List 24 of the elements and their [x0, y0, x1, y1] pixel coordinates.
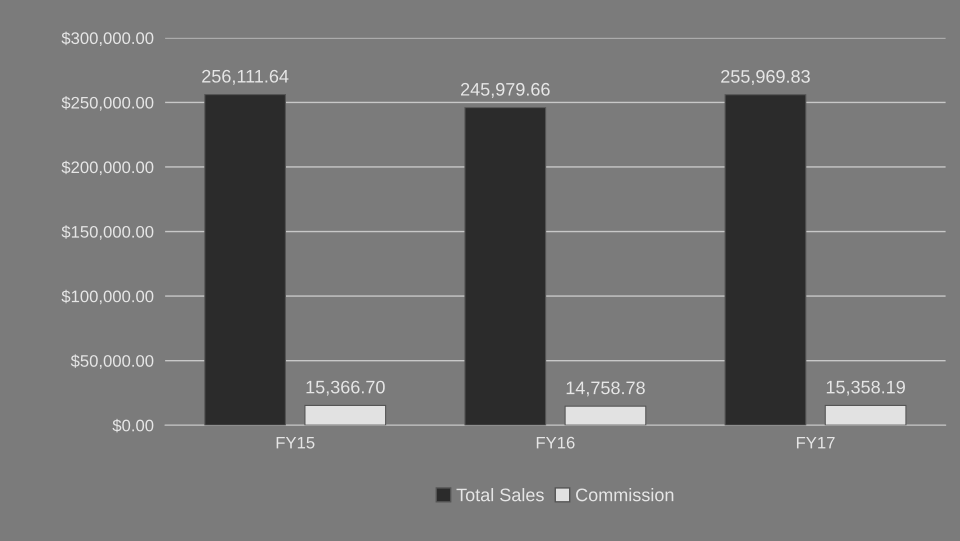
bar: [564, 406, 646, 426]
y-tick-label: $100,000.00: [62, 290, 154, 304]
bar: [724, 94, 806, 426]
y-tick-label: $200,000.00: [62, 160, 154, 176]
data-label: 245,979.66: [461, 82, 550, 98]
y-tick-label: $0.00: [112, 418, 154, 432]
data-label: 255,969.83: [721, 70, 810, 85]
y-tick-label: $300,000.00: [62, 32, 154, 46]
bar: [304, 404, 386, 426]
x-tick-label: FY15: [276, 436, 314, 449]
data-label: 256,111.64: [202, 70, 288, 85]
legend-label: Total Sales: [456, 488, 544, 502]
y-tick-label: $250,000.00: [62, 96, 154, 111]
data-label: 15,358.19: [826, 380, 905, 396]
legend-label: Commission: [576, 488, 674, 502]
y-tick-label: $150,000.00: [62, 225, 154, 240]
data-label: 14,758.78: [566, 381, 645, 396]
bar: [824, 404, 906, 426]
x-tick-label: FY17: [796, 436, 835, 448]
data-label: 15,366.70: [306, 380, 385, 396]
bar: [464, 107, 546, 426]
x-tick-label: FY16: [536, 436, 575, 449]
y-tick-label: $50,000.00: [70, 354, 154, 369]
bar: [204, 94, 286, 426]
